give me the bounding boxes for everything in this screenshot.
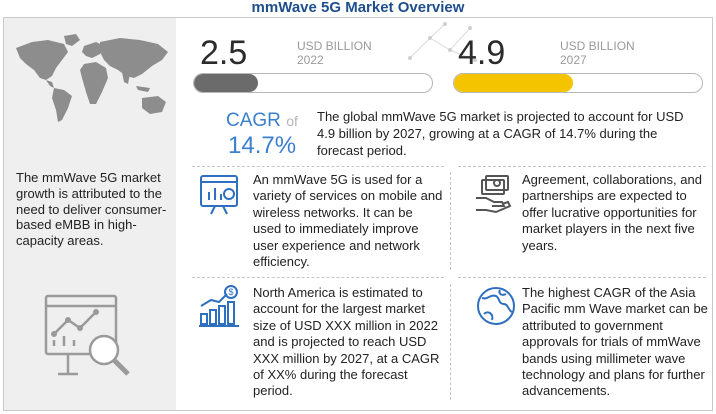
metric-2022-bar-fill [194, 74, 259, 92]
metric-2027-year: 2027 [560, 53, 587, 67]
svg-text:$: $ [228, 287, 233, 297]
globe-icon [477, 287, 515, 325]
metric-2027-bar-fill [454, 74, 574, 92]
divider [192, 277, 444, 278]
box-north-america-text: North America is estimated to account fo… [253, 285, 440, 399]
content-frame [3, 17, 713, 411]
left-panel-text: The mmWave 5G market growth is attribute… [16, 170, 167, 249]
metric-2022-year: 2022 [297, 53, 324, 67]
divider [450, 284, 451, 400]
box-partnerships-text: Agreement, collaborations, and partnersh… [522, 172, 702, 253]
divider [458, 277, 706, 278]
metric-2022-unit: USD BILLION [297, 39, 372, 53]
network-services-icon [200, 175, 238, 215]
analytics-magnifier-icon [44, 294, 130, 376]
cagr-of-text: of [286, 113, 298, 129]
metric-2022-bar [193, 73, 433, 93]
page-title: mmWave 5G Market Overview [251, 0, 465, 16]
metric-2027-unit: USD BILLION [560, 39, 635, 53]
cagr-label-text: CAGR [226, 110, 281, 131]
metric-2027-value: 4.9 [458, 34, 506, 72]
box-asia-pacific-text: The highest CAGR of the Asia Pacific mm … [522, 285, 708, 399]
metric-2022-value: 2.5 [200, 34, 248, 72]
divider [450, 172, 451, 270]
cagr-value: 14.7% [228, 132, 297, 159]
divider [458, 166, 706, 167]
divider [192, 166, 444, 167]
market-summary: The global mmWave 5G market is projected… [317, 109, 684, 158]
metric-2027-bar [453, 73, 703, 93]
money-handshake-icon [476, 175, 512, 214]
network-dots-decoration [408, 22, 477, 62]
cagr-label: CAGR of [226, 110, 298, 132]
box-services-text: An mmWave 5G is used for a variety of se… [253, 172, 443, 270]
growth-chart-icon: $ [199, 285, 239, 327]
world-map-icon [16, 34, 168, 122]
